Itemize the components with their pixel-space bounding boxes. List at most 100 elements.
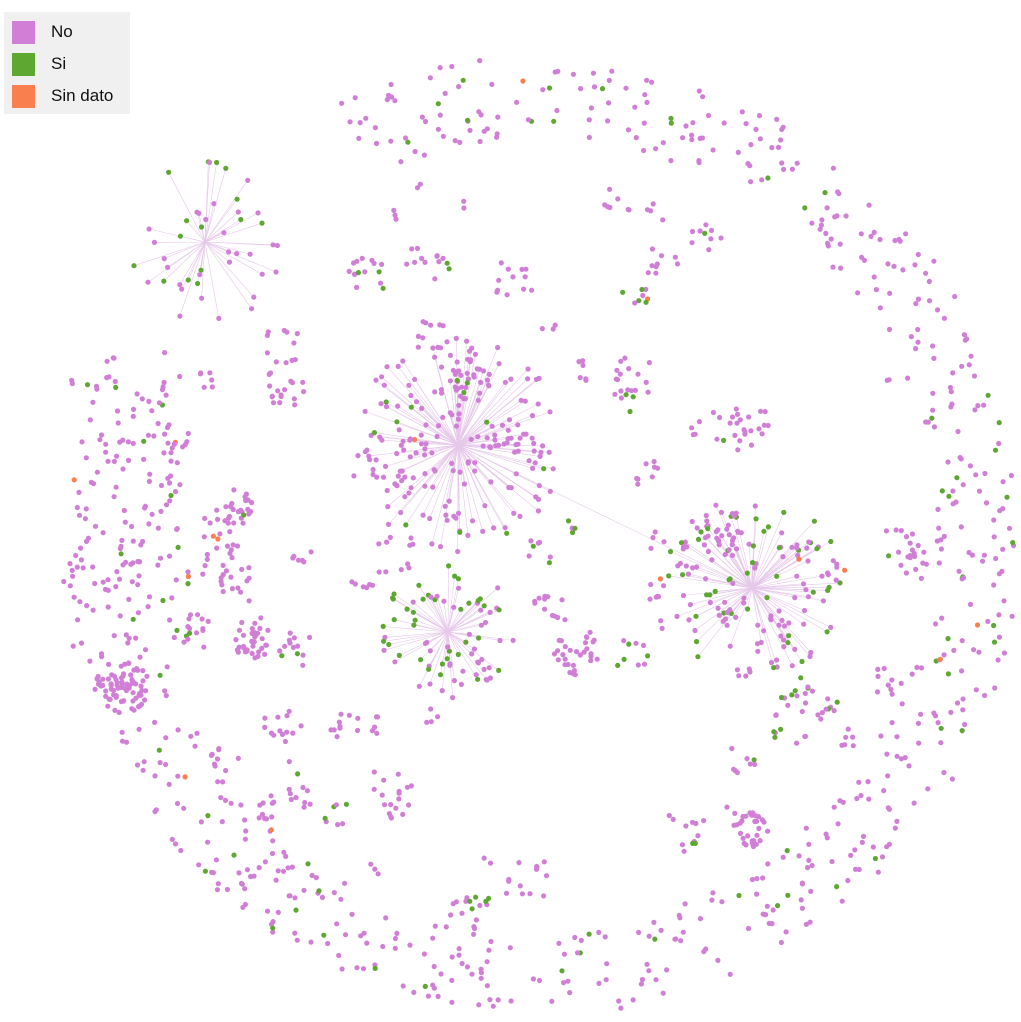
node: [186, 616, 192, 622]
node: [737, 830, 744, 837]
node: [163, 502, 170, 508]
node: [652, 936, 658, 942]
node: [431, 963, 437, 970]
node: [392, 98, 398, 104]
node: [291, 340, 297, 346]
node: [931, 258, 937, 264]
node: [74, 564, 80, 570]
node: [204, 556, 210, 563]
node: [401, 447, 407, 453]
node: [897, 238, 903, 244]
edge: [394, 619, 449, 633]
node: [177, 313, 183, 319]
node: [380, 474, 387, 480]
node: [941, 533, 947, 540]
edge: [432, 444, 459, 488]
node: [257, 802, 263, 808]
node: [948, 709, 954, 716]
edge: [204, 180, 248, 243]
node: [620, 289, 626, 295]
node: [530, 543, 536, 549]
edge: [447, 565, 449, 633]
node: [383, 404, 390, 410]
node: [541, 466, 547, 472]
node: [724, 622, 730, 628]
node: [837, 580, 843, 586]
node: [123, 559, 129, 565]
node: [130, 538, 136, 544]
node: [781, 509, 787, 515]
node: [830, 264, 836, 270]
node: [501, 441, 507, 447]
node: [173, 577, 179, 583]
node: [367, 581, 373, 588]
edge: [457, 385, 490, 446]
node: [753, 126, 759, 132]
node: [591, 84, 598, 90]
edge: [447, 631, 472, 655]
node: [889, 691, 895, 697]
node: [117, 613, 123, 619]
node: [516, 860, 522, 866]
node: [78, 545, 84, 551]
node: [672, 936, 678, 942]
node: [668, 120, 674, 126]
node: [163, 392, 169, 398]
node: [246, 598, 252, 604]
node: [175, 773, 181, 779]
node: [126, 596, 132, 603]
node: [466, 600, 472, 606]
edge: [400, 444, 459, 513]
node: [87, 417, 93, 423]
node: [461, 481, 468, 487]
node: [698, 529, 704, 535]
node: [113, 677, 119, 683]
node: [680, 135, 686, 141]
edge: [204, 203, 215, 243]
edge: [453, 370, 459, 446]
node: [234, 543, 241, 549]
node: [392, 481, 398, 487]
node: [967, 463, 974, 469]
node: [554, 107, 560, 114]
node: [475, 397, 481, 403]
node: [803, 587, 809, 593]
node: [259, 811, 266, 817]
edge: [447, 631, 487, 680]
node: [195, 612, 201, 618]
node: [240, 520, 246, 526]
node: [293, 795, 299, 801]
edge: [751, 587, 789, 636]
node: [822, 190, 828, 196]
node: [425, 993, 431, 999]
node: [806, 857, 812, 864]
edge: [383, 631, 449, 651]
node: [625, 387, 631, 393]
node: [134, 391, 140, 397]
node: [331, 890, 337, 896]
node: [380, 285, 386, 291]
node: [435, 423, 442, 429]
node: [431, 985, 437, 991]
node: [737, 417, 743, 423]
node: [446, 266, 452, 272]
edge: [751, 587, 809, 597]
node: [960, 707, 966, 713]
node: [461, 198, 467, 204]
node: [414, 245, 421, 251]
node: [216, 315, 222, 321]
node: [445, 644, 451, 650]
node: [626, 207, 632, 213]
node: [249, 650, 255, 657]
node: [522, 398, 528, 404]
node: [696, 88, 702, 94]
node: [450, 367, 456, 373]
node: [534, 863, 540, 870]
node: [473, 917, 479, 923]
node: [270, 919, 276, 925]
node: [618, 395, 625, 401]
node: [675, 563, 681, 569]
node: [918, 575, 925, 582]
node: [158, 508, 164, 514]
node: [486, 665, 492, 671]
